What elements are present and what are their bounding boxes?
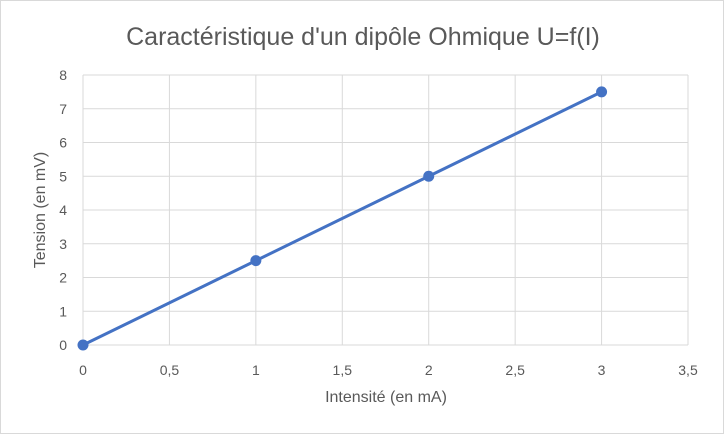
data-point: [250, 255, 262, 267]
y-tick-label: 1: [59, 303, 67, 319]
data-point: [423, 170, 435, 182]
y-tick-label: 0: [59, 337, 67, 353]
y-tick-label: 2: [59, 270, 67, 286]
x-tick-label: 0,5: [160, 362, 180, 378]
x-tick-label: 2: [425, 362, 433, 378]
series: [77, 86, 608, 351]
x-tick-label: 2,5: [505, 362, 525, 378]
x-tick-label: 1,5: [333, 362, 353, 378]
series-line: [81, 90, 604, 347]
x-tick-label: 3,5: [678, 362, 698, 378]
data-point: [596, 86, 608, 98]
y-tick-label: 4: [59, 202, 67, 218]
y-tick-label: 3: [59, 236, 67, 252]
x-axis-title: Intensité (en mA): [325, 389, 447, 406]
data-point: [77, 339, 89, 351]
grid: [82, 74, 689, 346]
x-tick-label: 0: [79, 362, 87, 378]
chart-title: Caractéristique d'un dipôle Ohmique U=f(…: [126, 23, 600, 51]
x-tick-label: 3: [598, 362, 606, 378]
y-tick-label: 6: [59, 135, 67, 151]
y-tick-label: 8: [59, 67, 67, 83]
x-tick-label: 1: [252, 362, 260, 378]
y-tick-labels: 0 1 2 3 4 5 6 7 8: [59, 67, 67, 353]
x-tick-labels: 0 0,5 1 1,5 2 2,5 3 3,5: [79, 362, 698, 378]
y-axis-title: Tension (en mV): [32, 152, 49, 269]
y-tick-label: 7: [59, 101, 67, 117]
y-tick-label: 5: [59, 168, 67, 184]
